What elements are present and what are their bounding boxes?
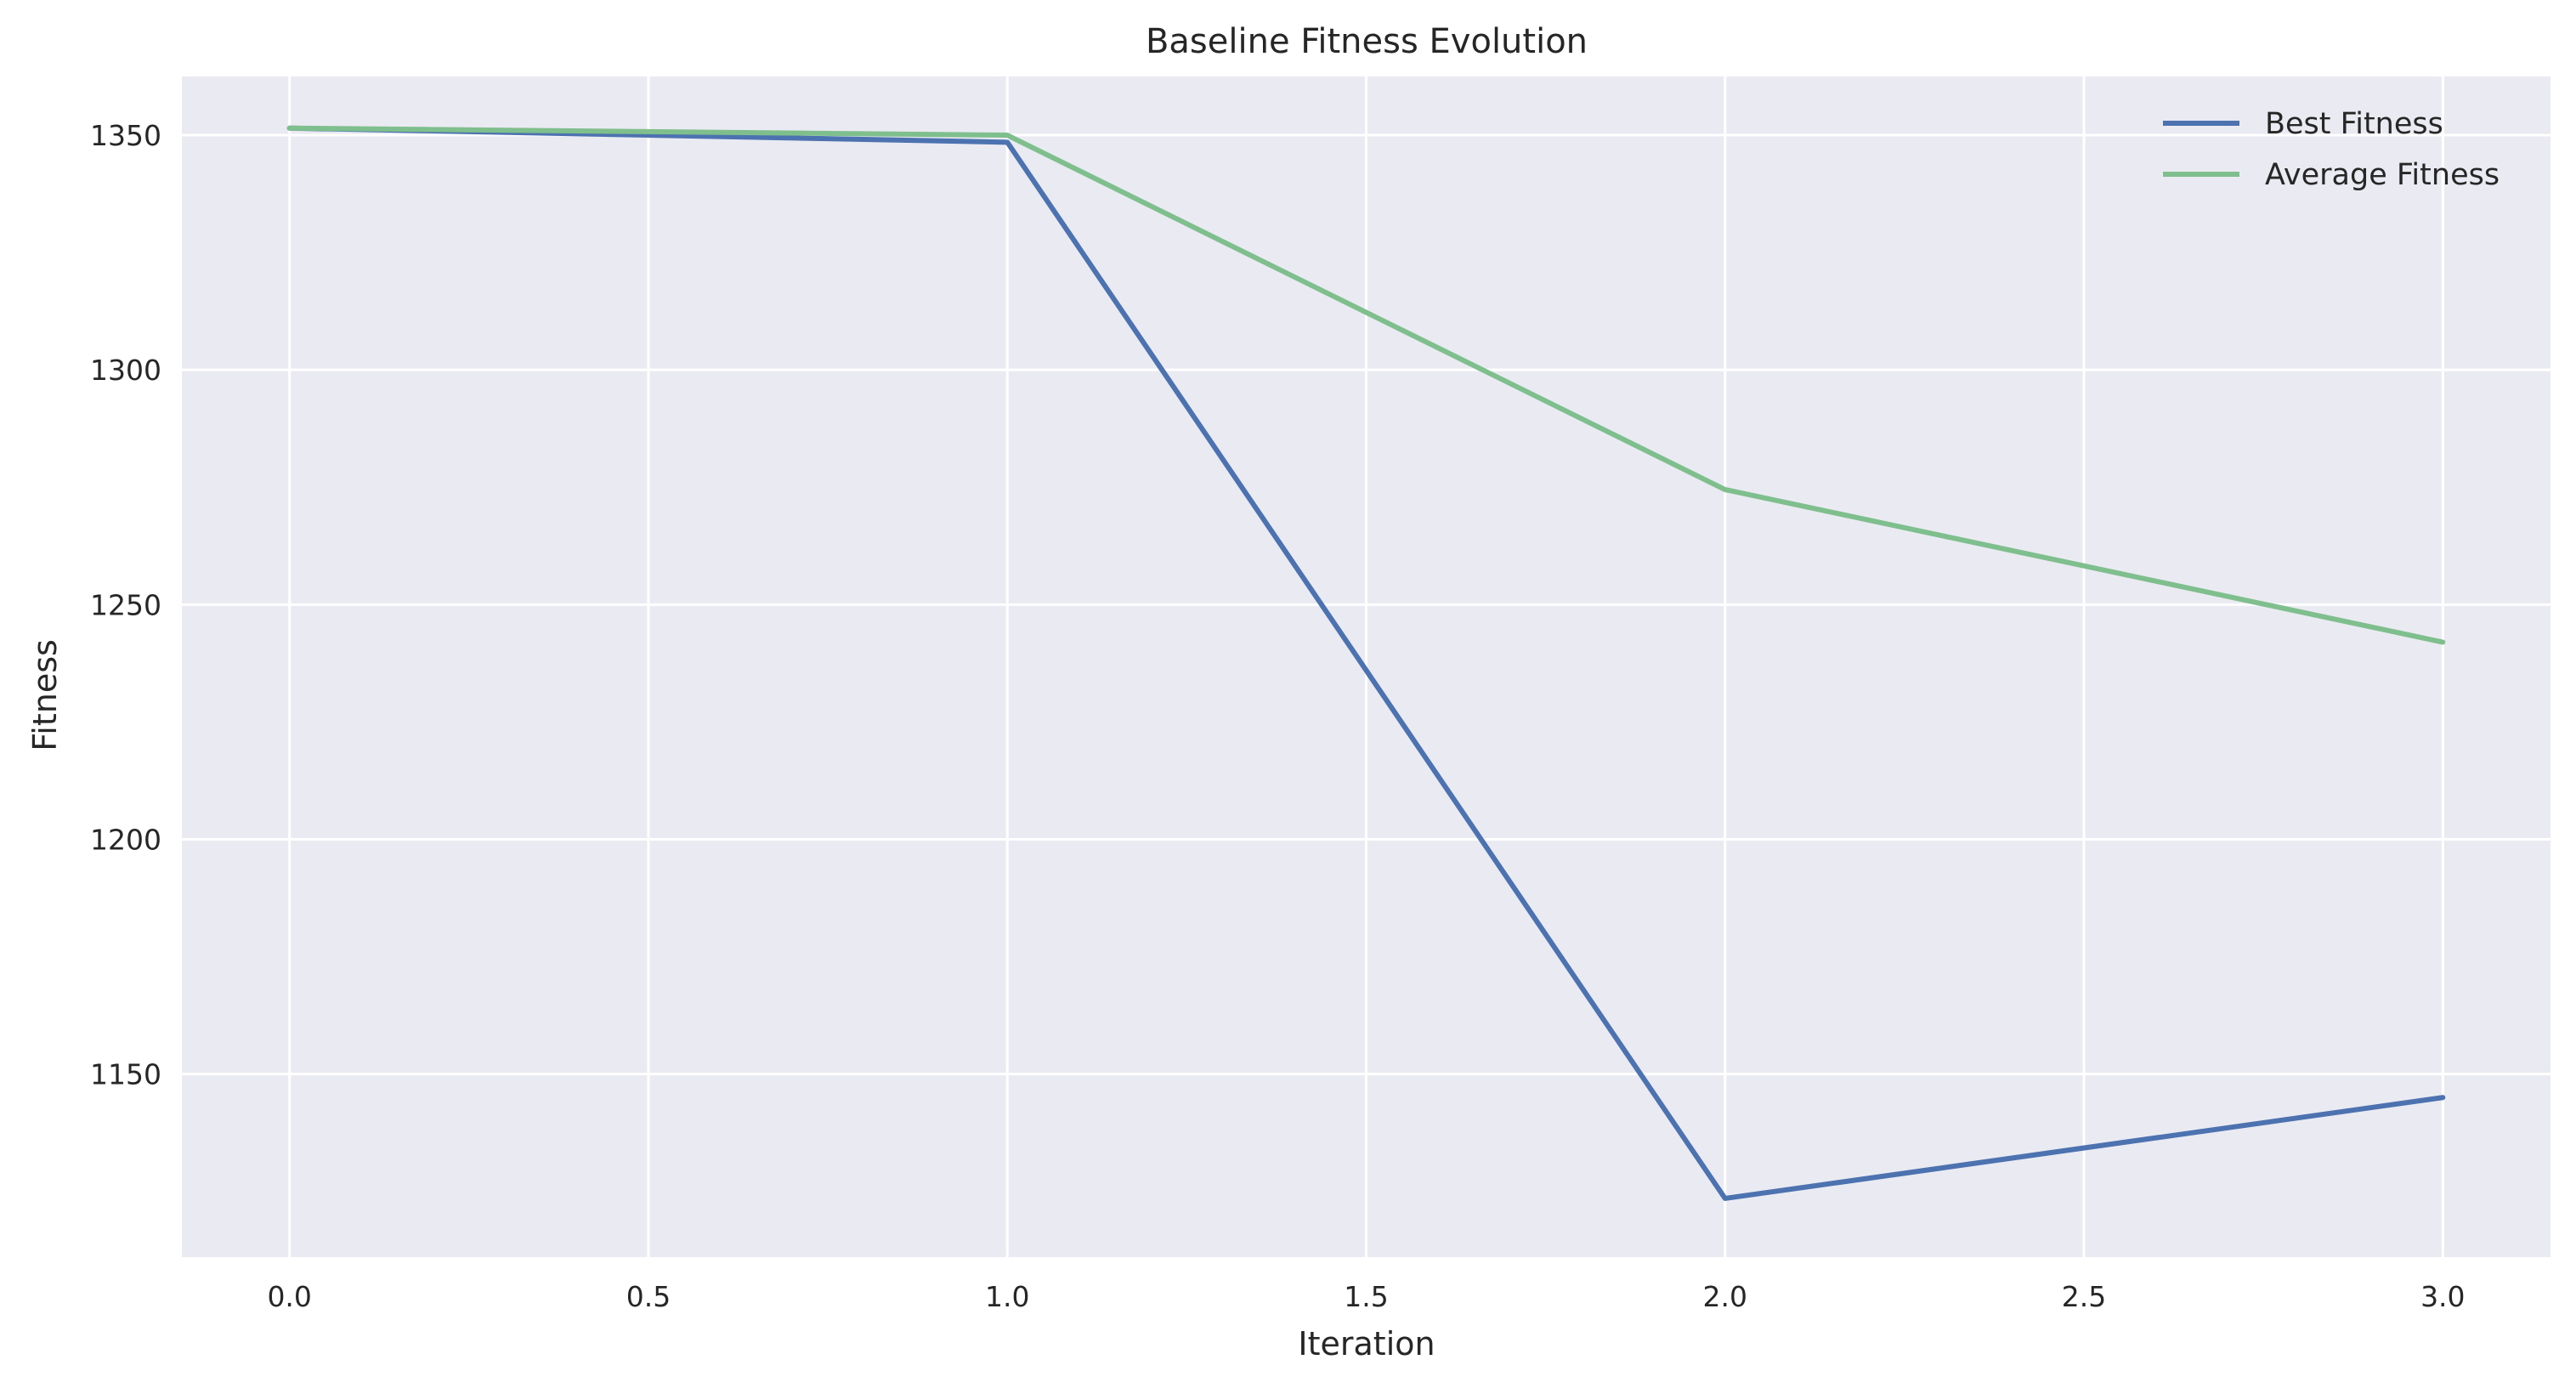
x-tick-label: 2.5 bbox=[2062, 1280, 2106, 1313]
y-tick-labels: 1150 1200 1250 1300 1350 bbox=[90, 119, 161, 1091]
y-tick-label: 1300 bbox=[90, 354, 161, 387]
x-tick-label: 1.0 bbox=[985, 1280, 1029, 1313]
x-tick-label: 2.0 bbox=[1703, 1280, 1747, 1313]
y-axis-label: Fitness bbox=[26, 639, 64, 751]
x-tick-labels: 0.0 0.5 1.0 1.5 2.0 2.5 3.0 bbox=[267, 1280, 2465, 1313]
y-tick-label: 1250 bbox=[90, 588, 161, 621]
chart-title: Baseline Fitness Evolution bbox=[1146, 22, 1588, 61]
legend-label: Best Fitness bbox=[2265, 107, 2443, 141]
series-line-average-fitness bbox=[286, 125, 2446, 645]
series-line-best-fitness bbox=[286, 125, 2446, 1201]
x-axis-label: Iteration bbox=[1298, 1325, 1435, 1363]
y-tick-label: 1350 bbox=[90, 119, 161, 152]
y-tick-label: 1150 bbox=[90, 1058, 161, 1091]
x-tick-label: 0.5 bbox=[626, 1280, 671, 1313]
y-tick-label: 1200 bbox=[90, 823, 161, 856]
x-tick-label: 1.5 bbox=[1344, 1280, 1388, 1313]
x-tick-label: 0.0 bbox=[267, 1280, 311, 1313]
series-lines bbox=[286, 125, 2446, 1201]
legend-label: Average Fitness bbox=[2265, 158, 2500, 192]
legend: Best Fitness Average Fitness bbox=[2163, 107, 2500, 192]
x-tick-label: 3.0 bbox=[2420, 1280, 2465, 1313]
grid-lines bbox=[182, 76, 2551, 1257]
